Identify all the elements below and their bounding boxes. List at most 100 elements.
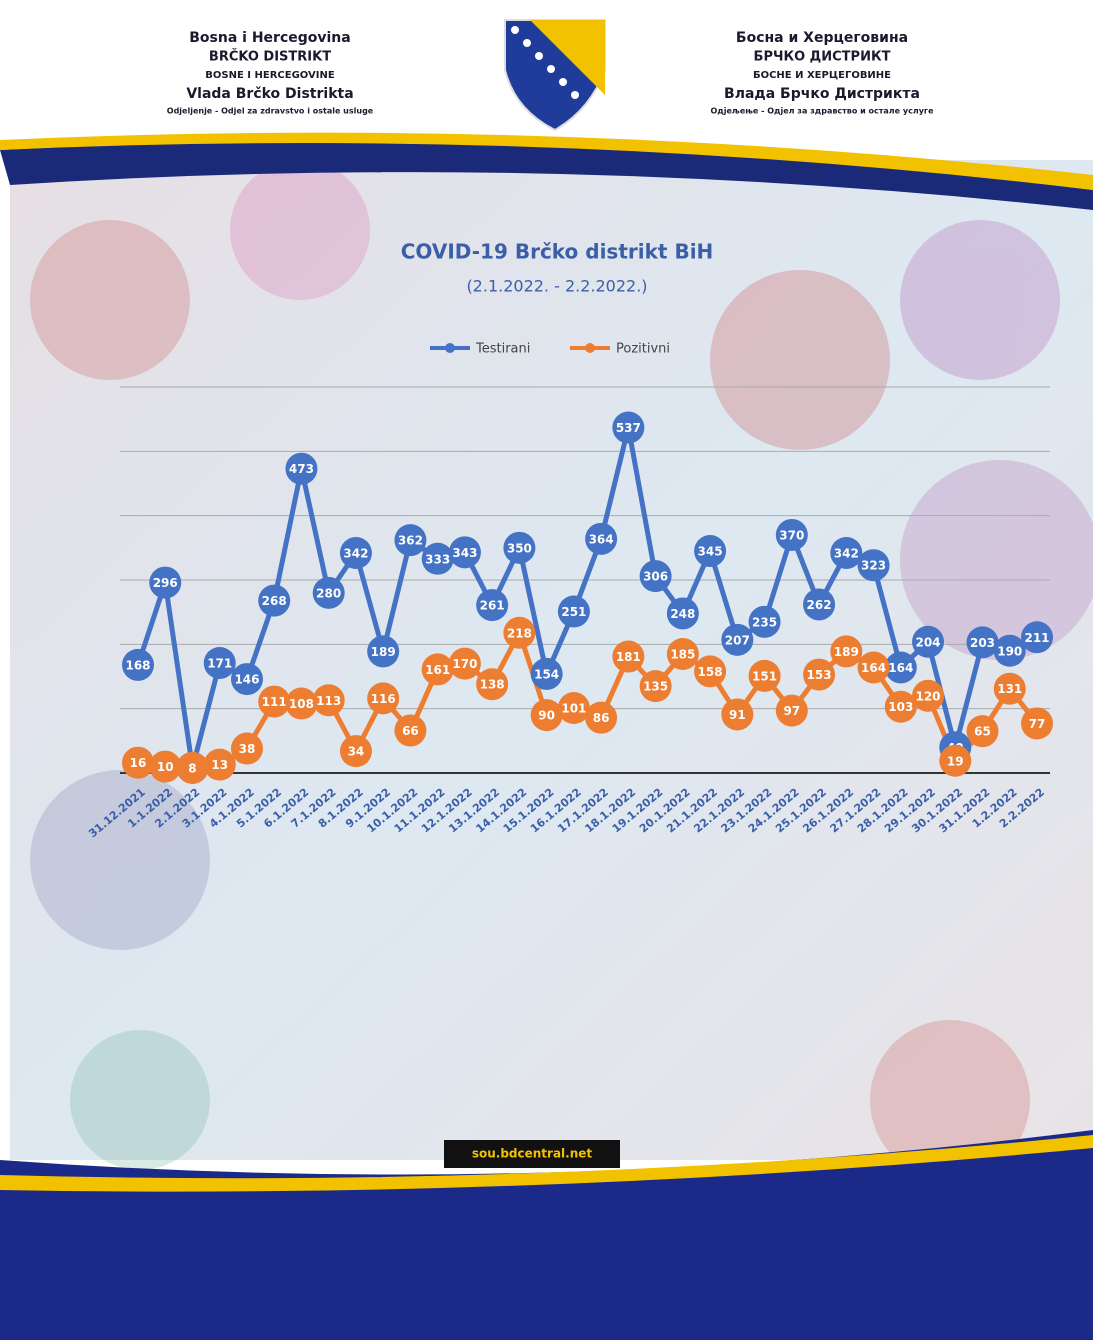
data-label: 164 (888, 661, 913, 675)
data-label: 135 (643, 680, 668, 694)
data-label: 181 (616, 650, 641, 664)
header-line: Босна и Херцеговина (736, 30, 908, 46)
data-point (122, 746, 154, 779)
data-label: 248 (670, 607, 695, 621)
data-point (530, 699, 563, 732)
data-point (912, 679, 945, 712)
data-point (612, 411, 645, 444)
chart-subtitle: (2.1.2022. - 2.2.2022.) (466, 277, 647, 296)
data-point (176, 751, 209, 784)
data-label: 280 (316, 586, 341, 600)
data-point (666, 637, 699, 670)
data-point (230, 732, 263, 765)
data-point (448, 536, 481, 569)
data-point (884, 651, 917, 684)
header-line: Влада Брчко Дистрикта (724, 86, 920, 102)
data-point (367, 635, 400, 668)
data-point (884, 690, 917, 723)
data-point (122, 648, 154, 681)
data-point (639, 670, 672, 703)
data-point (857, 549, 890, 582)
data-label: 350 (507, 541, 532, 555)
bottom-swoosh-gold (0, 1135, 1093, 1192)
header-line: Odjeljenje - Odjel za zdravstvo i ostale… (167, 107, 374, 116)
data-label: 306 (643, 570, 668, 584)
data-label: 86 (593, 711, 610, 725)
data-label: 101 (561, 702, 586, 716)
data-label: 343 (452, 546, 477, 560)
footer-box (444, 1140, 620, 1168)
data-label: 170 (452, 657, 477, 671)
data-point (993, 634, 1026, 667)
data-point (203, 646, 236, 679)
legend-marker (445, 343, 455, 353)
data-point (830, 635, 863, 668)
data-point (993, 672, 1026, 705)
data-label: 342 (834, 546, 859, 560)
data-label: 203 (970, 636, 995, 650)
data-point (149, 750, 182, 783)
data-point (557, 692, 590, 725)
data-point (857, 651, 890, 684)
data-label: 103 (888, 700, 913, 714)
data-label: 251 (561, 605, 586, 619)
data-label: 120 (915, 689, 940, 703)
data-point (748, 659, 781, 692)
data-label: 77 (1029, 717, 1046, 731)
series-line (135, 425, 1039, 771)
data-label: 185 (670, 647, 695, 661)
data-point (585, 522, 618, 555)
legend-marker (585, 343, 595, 353)
header-line: Vlada Brčko Distrikta (186, 86, 353, 102)
data-point (912, 625, 945, 658)
data-point (694, 535, 727, 568)
data-label: 190 (997, 644, 1022, 658)
data-label: 262 (807, 598, 832, 612)
data-point (394, 714, 427, 747)
data-label: 113 (316, 694, 341, 708)
data-point (230, 663, 263, 696)
data-point (775, 518, 808, 551)
data-point (1021, 621, 1053, 654)
data-label: 537 (616, 421, 641, 435)
data-label: 171 (207, 656, 232, 670)
data-point (339, 536, 372, 569)
data-point (503, 531, 536, 564)
header-line: BRČKO DISTRIKT (209, 49, 331, 65)
data-label: 268 (262, 594, 287, 608)
data-point (803, 588, 836, 621)
data-label: 146 (234, 673, 259, 687)
data-label: 90 (538, 709, 555, 723)
data-point (721, 698, 754, 731)
data-label: 151 (752, 669, 777, 683)
data-label: 116 (371, 692, 396, 706)
data-point (1021, 707, 1053, 740)
header-line: Одјељење - Одјел за здравство и остале у… (710, 106, 934, 116)
data-point (421, 653, 454, 686)
data-label: 296 (153, 576, 178, 590)
data-label: 13 (211, 758, 228, 772)
data-label: 207 (725, 633, 750, 647)
data-point (339, 735, 372, 768)
data-label: 261 (480, 599, 505, 613)
data-point (285, 452, 318, 485)
header-line: БРЧКО ДИСТРИКТ (754, 50, 891, 65)
data-point (285, 687, 318, 720)
data-label: 19 (947, 754, 964, 768)
data-label: 473 (289, 462, 314, 476)
data-label: 8 (188, 761, 196, 775)
data-label: 10 (157, 760, 174, 774)
data-label: 218 (507, 626, 532, 640)
data-label: 362 (398, 534, 423, 548)
data-label: 370 (779, 528, 804, 542)
data-label: 323 (861, 559, 886, 573)
data-point (258, 685, 291, 718)
top-swoosh-gold (0, 132, 1093, 190)
data-label: 65 (974, 725, 991, 739)
data-label: 66 (402, 724, 419, 738)
data-point (803, 658, 836, 691)
data-label: 158 (698, 665, 723, 679)
data-label: 189 (371, 645, 396, 659)
data-label: 204 (915, 635, 940, 649)
